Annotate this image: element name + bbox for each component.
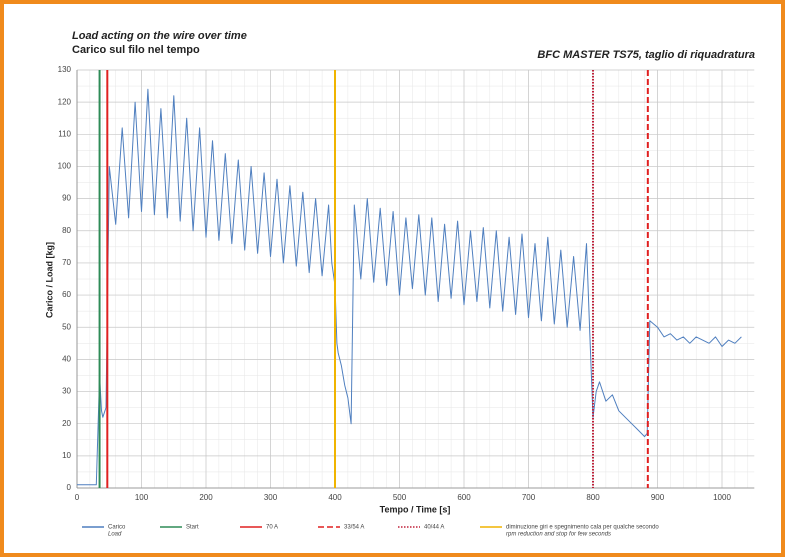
chart-title: Load acting on the wire over time [72, 30, 247, 42]
legend-label-en: rpm reduction and stop for few seconds [506, 532, 611, 538]
x-tick-label: 0 [75, 493, 80, 502]
y-tick-label: 100 [58, 162, 72, 171]
x-tick-label: 100 [135, 493, 149, 502]
y-tick-label: 70 [62, 258, 71, 267]
legend-label: 33/54 A [344, 525, 364, 531]
x-tick-label: 900 [651, 493, 665, 502]
legend-label: diminuzione giri e spegnimento cala per … [506, 525, 659, 531]
x-axis-label: Tempo / Time [s] [380, 504, 451, 514]
y-tick-label: 90 [62, 194, 71, 203]
y-tick-label: 20 [62, 419, 71, 428]
legend-label: Carico [108, 525, 126, 531]
y-tick-label: 130 [58, 65, 72, 74]
y-tick-label: 0 [67, 483, 72, 492]
y-tick-label: 40 [62, 354, 71, 363]
y-tick-label: 10 [62, 451, 71, 460]
y-axis-label: Carico / Load [kg] [44, 242, 54, 318]
machine-label: BFC MASTER TS75, taglio di riquadratura [537, 49, 755, 61]
x-tick-label: 1000 [713, 493, 731, 502]
legend-label: 40/44 A [424, 525, 444, 531]
y-tick-label: 60 [62, 290, 71, 299]
legend-label-en: Load [108, 532, 122, 538]
x-tick-label: 300 [264, 493, 278, 502]
legend-label: Start [186, 525, 199, 531]
x-tick-label: 800 [586, 493, 600, 502]
chart-subtitle: Carico sul filo nel tempo [72, 44, 200, 56]
y-tick-label: 120 [58, 97, 72, 106]
x-tick-label: 500 [393, 493, 407, 502]
x-tick-label: 600 [457, 493, 471, 502]
y-tick-label: 80 [62, 226, 71, 235]
y-tick-label: 30 [62, 387, 71, 396]
x-tick-label: 200 [199, 493, 213, 502]
x-tick-label: 400 [328, 493, 342, 502]
x-tick-label: 700 [522, 493, 536, 502]
y-tick-label: 110 [58, 129, 71, 138]
y-tick-label: 50 [62, 322, 71, 331]
legend-label: 70 A [266, 525, 278, 531]
load-line [77, 88, 742, 486]
